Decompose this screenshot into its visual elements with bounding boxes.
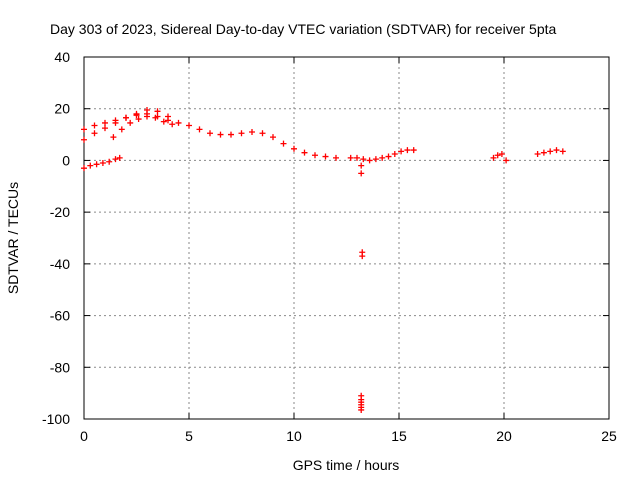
data-point xyxy=(81,136,87,143)
y-axis-title: SDTVAR / TECUs xyxy=(5,182,21,294)
data-point xyxy=(379,154,386,161)
series-mid-day-arc xyxy=(347,147,417,164)
data-point xyxy=(358,170,365,177)
data-point xyxy=(102,119,108,126)
data-point xyxy=(93,161,100,168)
series-rising-arc xyxy=(81,107,171,143)
data-point xyxy=(322,153,329,160)
y-tick-label: -40 xyxy=(50,256,70,272)
data-point xyxy=(347,154,354,161)
data-point xyxy=(186,122,192,129)
axis-ticks xyxy=(83,56,610,420)
data-points xyxy=(81,107,566,413)
data-point xyxy=(354,154,360,161)
data-point xyxy=(144,107,150,114)
x-tick-label: 15 xyxy=(391,428,407,444)
data-point xyxy=(498,150,505,157)
data-point xyxy=(116,154,123,161)
data-point xyxy=(207,130,213,137)
data-point xyxy=(280,140,287,147)
y-tick-label: -100 xyxy=(42,411,70,427)
data-point xyxy=(238,130,245,137)
x-tick-label: 0 xyxy=(80,428,88,444)
series-outliers xyxy=(358,162,366,413)
data-point xyxy=(118,126,125,133)
data-point xyxy=(404,147,411,154)
series-main-arc xyxy=(81,110,339,161)
data-point xyxy=(169,121,176,128)
data-point xyxy=(135,116,142,123)
data-point xyxy=(490,154,497,161)
data-point xyxy=(547,148,554,155)
data-point xyxy=(99,160,106,167)
x-axis-title: GPS time / hours xyxy=(293,457,400,473)
data-point xyxy=(123,114,129,121)
series-steep-arc xyxy=(110,113,176,141)
data-point xyxy=(372,156,379,163)
data-point xyxy=(410,147,417,154)
data-point xyxy=(259,130,266,137)
y-tick-label: 20 xyxy=(54,101,70,117)
data-point xyxy=(102,125,108,132)
data-point xyxy=(144,113,150,120)
data-point xyxy=(559,148,566,155)
y-tick-label: 40 xyxy=(54,49,70,65)
data-point xyxy=(196,126,203,133)
data-point xyxy=(81,165,87,172)
data-point xyxy=(540,149,547,156)
data-point xyxy=(133,110,140,117)
data-point xyxy=(175,119,182,126)
tick-labels: 0 5 10 15 20 25 -100 -80 -60 -40 -20 0 20 40 xyxy=(42,49,617,444)
data-point xyxy=(366,157,373,164)
series-evening-arc xyxy=(490,150,510,164)
data-point xyxy=(106,158,113,165)
data-point xyxy=(87,162,94,169)
grid-lines xyxy=(84,57,609,419)
data-point xyxy=(494,152,501,159)
data-point xyxy=(358,406,365,413)
data-point xyxy=(333,154,339,161)
data-point xyxy=(385,153,392,160)
data-point xyxy=(291,145,297,152)
data-point xyxy=(228,131,234,138)
data-point xyxy=(359,253,366,260)
data-point xyxy=(127,119,134,126)
series-late-arc xyxy=(534,147,566,157)
data-point xyxy=(154,108,161,115)
y-tick-label: -60 xyxy=(50,308,70,324)
series-low-arc xyxy=(81,154,123,172)
data-point xyxy=(112,156,119,163)
x-tick-label: 25 xyxy=(601,428,617,444)
chart-title: Day 303 of 2023, Sidereal Day-to-day VTE… xyxy=(50,21,557,37)
data-point xyxy=(398,148,405,155)
data-point xyxy=(270,134,276,141)
data-point xyxy=(503,157,510,164)
x-tick-label: 5 xyxy=(185,428,193,444)
data-point xyxy=(249,128,255,135)
data-point xyxy=(152,114,159,121)
data-point xyxy=(165,113,171,120)
data-point xyxy=(217,131,224,138)
plot-frame xyxy=(83,56,610,420)
data-point xyxy=(91,122,98,129)
data-point xyxy=(360,156,367,163)
data-point xyxy=(112,119,119,126)
y-tick-label: 0 xyxy=(62,152,70,168)
data-point xyxy=(553,147,560,154)
data-point xyxy=(391,150,398,157)
x-tick-label: 10 xyxy=(286,428,302,444)
data-point xyxy=(110,134,117,141)
data-point xyxy=(81,126,87,133)
data-point xyxy=(91,130,98,137)
y-tick-label: -80 xyxy=(50,359,70,375)
x-tick-label: 20 xyxy=(496,428,512,444)
data-point xyxy=(312,152,318,159)
data-point xyxy=(534,150,541,157)
y-tick-label: -20 xyxy=(50,204,70,220)
data-point xyxy=(301,149,308,156)
data-point xyxy=(358,162,365,169)
data-point xyxy=(160,118,167,125)
